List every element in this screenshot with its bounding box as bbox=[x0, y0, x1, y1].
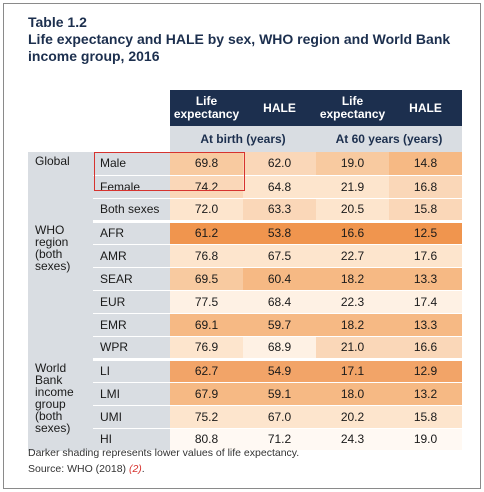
value-cell: 59.1 bbox=[243, 382, 316, 406]
shading-note: Darker shading represents lower values o… bbox=[28, 447, 300, 459]
row-label: HI bbox=[93, 428, 170, 453]
col-header-hale-60: HALE bbox=[389, 90, 462, 126]
table-row: LMI 67.9 59.1 18.0 13.2 bbox=[28, 382, 462, 406]
value-cell: 14.8 bbox=[389, 152, 462, 176]
highlight-box bbox=[94, 152, 245, 191]
table-notes: Darker shading represents lower values o… bbox=[28, 445, 299, 477]
value-cell: 72.0 bbox=[170, 198, 243, 223]
row-label: WPR bbox=[93, 336, 170, 361]
table-row: EMR 69.1 59.7 18.2 13.3 bbox=[28, 313, 462, 337]
value-cell: 19.0 bbox=[316, 152, 389, 176]
source-reference: (2) bbox=[128, 463, 142, 475]
value-cell: 18.2 bbox=[316, 313, 389, 337]
table-row: Both sexes 72.0 63.3 20.5 15.8 bbox=[28, 198, 462, 223]
group-label: WHO region (both sexes) bbox=[28, 221, 93, 359]
value-cell: 12.9 bbox=[389, 359, 462, 383]
value-cell: 17.4 bbox=[389, 290, 462, 314]
value-cell: 15.8 bbox=[389, 198, 462, 223]
sub-header-at-birth: At birth (years) bbox=[170, 126, 316, 152]
table-row: HI 80.8 71.2 24.3 19.0 bbox=[28, 428, 462, 453]
table-row: World Bank income group (both sexes) LI 62… bbox=[28, 359, 462, 451]
row-label: EMR bbox=[93, 313, 170, 337]
value-cell: 76.9 bbox=[170, 336, 243, 361]
value-cell: 22.7 bbox=[316, 244, 389, 268]
value-cell: 16.6 bbox=[316, 221, 389, 245]
value-cell: 18.0 bbox=[316, 382, 389, 406]
col-header-hale-birth: HALE bbox=[243, 90, 316, 126]
source-period: . bbox=[141, 463, 145, 475]
row-label: EUR bbox=[93, 290, 170, 314]
value-cell: 24.3 bbox=[316, 428, 389, 453]
table-row: AMR 76.8 67.5 22.7 17.6 bbox=[28, 244, 462, 268]
value-cell: 13.3 bbox=[389, 313, 462, 337]
table-title: Life expectancy and HALE by sex, WHO reg… bbox=[28, 31, 451, 64]
value-cell: 60.4 bbox=[243, 267, 316, 291]
table-number: Table 1.2 bbox=[28, 14, 87, 30]
value-cell: 69.5 bbox=[170, 267, 243, 291]
value-cell: 67.0 bbox=[243, 405, 316, 429]
sub-header-at-60: At 60 years (years) bbox=[316, 126, 462, 152]
life-expectancy-table: Life expectancy HALE Life expectancy HAL… bbox=[28, 90, 462, 453]
value-cell: 21.9 bbox=[316, 175, 389, 199]
value-cell: 62.0 bbox=[243, 152, 316, 176]
col-header-life-expectancy-birth: Life expectancy bbox=[170, 90, 243, 126]
value-cell: 19.0 bbox=[389, 428, 462, 453]
value-cell: 68.4 bbox=[243, 290, 316, 314]
row-label: AMR bbox=[93, 244, 170, 268]
table-row: SEAR 69.5 60.4 18.2 13.3 bbox=[28, 267, 462, 291]
value-cell: 75.2 bbox=[170, 405, 243, 429]
row-label: LI bbox=[93, 359, 170, 383]
value-cell: 64.8 bbox=[243, 175, 316, 199]
value-cell: 69.8 bbox=[170, 152, 243, 176]
table-row: WHO region (both sexes) AFR 61.2 53.8 16.6 12… bbox=[28, 221, 462, 359]
group-label: World Bank income group (both sexes) bbox=[28, 359, 93, 451]
row-label: AFR bbox=[93, 221, 170, 245]
value-cell: 16.6 bbox=[389, 336, 462, 361]
value-cell: 53.8 bbox=[243, 221, 316, 245]
row-label: SEAR bbox=[93, 267, 170, 291]
value-cell: 13.3 bbox=[389, 267, 462, 291]
table-title-block: Table 1.2 Life expectancy and HALE by se… bbox=[28, 14, 468, 65]
table-row: UMI 75.2 67.0 20.2 15.8 bbox=[28, 405, 462, 429]
value-cell: 20.5 bbox=[316, 198, 389, 223]
row-label: Both sexes bbox=[93, 198, 170, 223]
value-cell: 15.8 bbox=[389, 405, 462, 429]
value-cell: 76.8 bbox=[170, 244, 243, 268]
value-cell: 62.7 bbox=[170, 359, 243, 383]
value-cell: 17.6 bbox=[389, 244, 462, 268]
value-cell: 18.2 bbox=[316, 267, 389, 291]
value-cell: 74.2 bbox=[170, 175, 243, 199]
value-cell: 13.2 bbox=[389, 382, 462, 406]
value-cell: 77.5 bbox=[170, 290, 243, 314]
col-header-life-expectancy-60: Life expectancy bbox=[316, 90, 389, 126]
value-cell: 61.2 bbox=[170, 221, 243, 245]
row-label: Male bbox=[93, 152, 170, 176]
table-frame: Table 1.2 Life expectancy and HALE by se… bbox=[3, 3, 481, 489]
value-cell: 80.8 bbox=[170, 428, 243, 453]
value-cell: 67.5 bbox=[243, 244, 316, 268]
row-label: UMI bbox=[93, 405, 170, 429]
value-cell: 20.2 bbox=[316, 405, 389, 429]
value-cell: 21.0 bbox=[316, 336, 389, 361]
value-cell: 17.1 bbox=[316, 359, 389, 383]
table-row: Global Male 69.8 62.0 19.0 14.8 bbox=[28, 152, 462, 221]
value-cell: 59.7 bbox=[243, 313, 316, 337]
value-cell: 69.1 bbox=[170, 313, 243, 337]
source-text: Source: WHO (2018) bbox=[28, 463, 129, 475]
row-label: LMI bbox=[93, 382, 170, 406]
value-cell: 68.9 bbox=[243, 336, 316, 361]
value-cell: 16.8 bbox=[389, 175, 462, 199]
table-row: EUR 77.5 68.4 22.3 17.4 bbox=[28, 290, 462, 314]
table-row: Female 74.2 64.8 21.9 16.8 bbox=[28, 175, 462, 199]
value-cell: 54.9 bbox=[243, 359, 316, 383]
value-cell: 63.3 bbox=[243, 198, 316, 223]
table-row: WPR 76.9 68.9 21.0 16.6 bbox=[28, 336, 462, 361]
group-label: Global bbox=[28, 152, 93, 221]
value-cell: 67.9 bbox=[170, 382, 243, 406]
value-cell: 71.2 bbox=[243, 428, 316, 453]
value-cell: 22.3 bbox=[316, 290, 389, 314]
value-cell: 12.5 bbox=[389, 221, 462, 245]
source-note: Source: WHO (2018) (2). bbox=[28, 461, 299, 477]
